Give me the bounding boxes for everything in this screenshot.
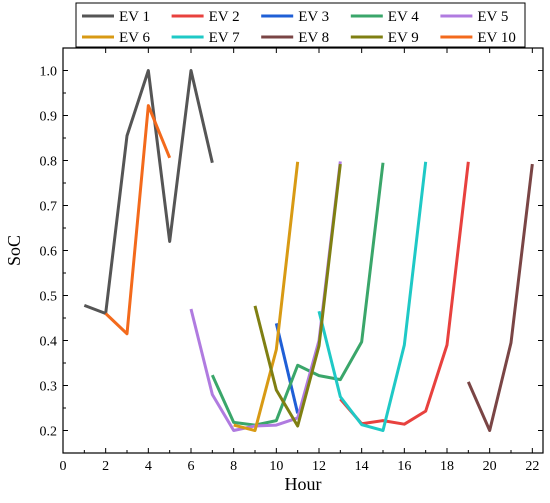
x-axis-title: Hour: [285, 474, 322, 494]
x-tick-label: 14: [355, 459, 369, 474]
legend-label-ev-10: EV 10: [477, 30, 515, 46]
y-tick-label: 0.7: [40, 200, 58, 215]
x-tick-label: 20: [483, 459, 497, 474]
x-tick-label: 16: [397, 459, 411, 474]
x-tick-label: 2: [102, 459, 109, 474]
y-tick-label: 1.0: [40, 65, 58, 80]
legend-label-ev-9: EV 9: [388, 30, 419, 46]
legend-label-ev-7: EV 7: [209, 30, 240, 46]
y-tick-label: 0.2: [40, 425, 58, 440]
y-tick-label: 0.6: [40, 245, 58, 260]
x-tick-label: 22: [525, 459, 539, 474]
x-tick-label: 12: [312, 459, 326, 474]
y-tick-label: 0.3: [40, 380, 58, 395]
y-axis-title: SoC: [4, 235, 24, 266]
legend-label-ev-2: EV 2: [209, 9, 240, 25]
series-line-ev-2: [339, 161, 470, 426]
legend-box: [75, 2, 526, 48]
series-layer: [83, 69, 534, 432]
legend-label-ev-8: EV 8: [298, 30, 329, 46]
axes-layer: 0 2 4 6 8 10 12 14 16 18 20 22 0.2 0.3 0.4 0.5 0.6 0.7 0.8…: [40, 48, 543, 474]
y-tick-label: 0.8: [40, 155, 58, 170]
y-tick-label: 0.5: [40, 290, 58, 305]
series-line-ev-5: [189, 161, 342, 432]
series-line-ev-4: [210, 162, 385, 427]
series-line-ev-9: [253, 163, 342, 428]
series-line-ev-8: [466, 163, 534, 432]
series-line-ev-7: [317, 161, 428, 432]
x-tick-label: 18: [440, 459, 454, 474]
legend: EV 1 EV 2 EV 3 EV 4 EV 5 EV 6 EV 7 EV 8 EV 9 EV 1…: [75, 2, 526, 48]
legend-label-ev-4: EV 4: [388, 9, 419, 25]
y-tick-label: 0.9: [40, 110, 58, 125]
x-tick-label: 10: [269, 459, 283, 474]
x-tick-label: 6: [188, 459, 195, 474]
series-line-ev-3: [274, 323, 300, 414]
legend-label-ev-1: EV 1: [119, 9, 150, 25]
x-tick-label: 8: [230, 459, 237, 474]
legend-label-ev-5: EV 5: [477, 9, 508, 25]
series-line-ev-10: [104, 104, 172, 336]
legend-label-ev-6: EV 6: [119, 30, 150, 46]
legend-label-ev-3: EV 3: [298, 9, 329, 25]
x-tick-label: 0: [60, 459, 67, 474]
x-tick-label: 4: [145, 459, 152, 474]
y-tick-label: 0.4: [40, 335, 58, 350]
series-line-ev-6: [233, 161, 300, 432]
